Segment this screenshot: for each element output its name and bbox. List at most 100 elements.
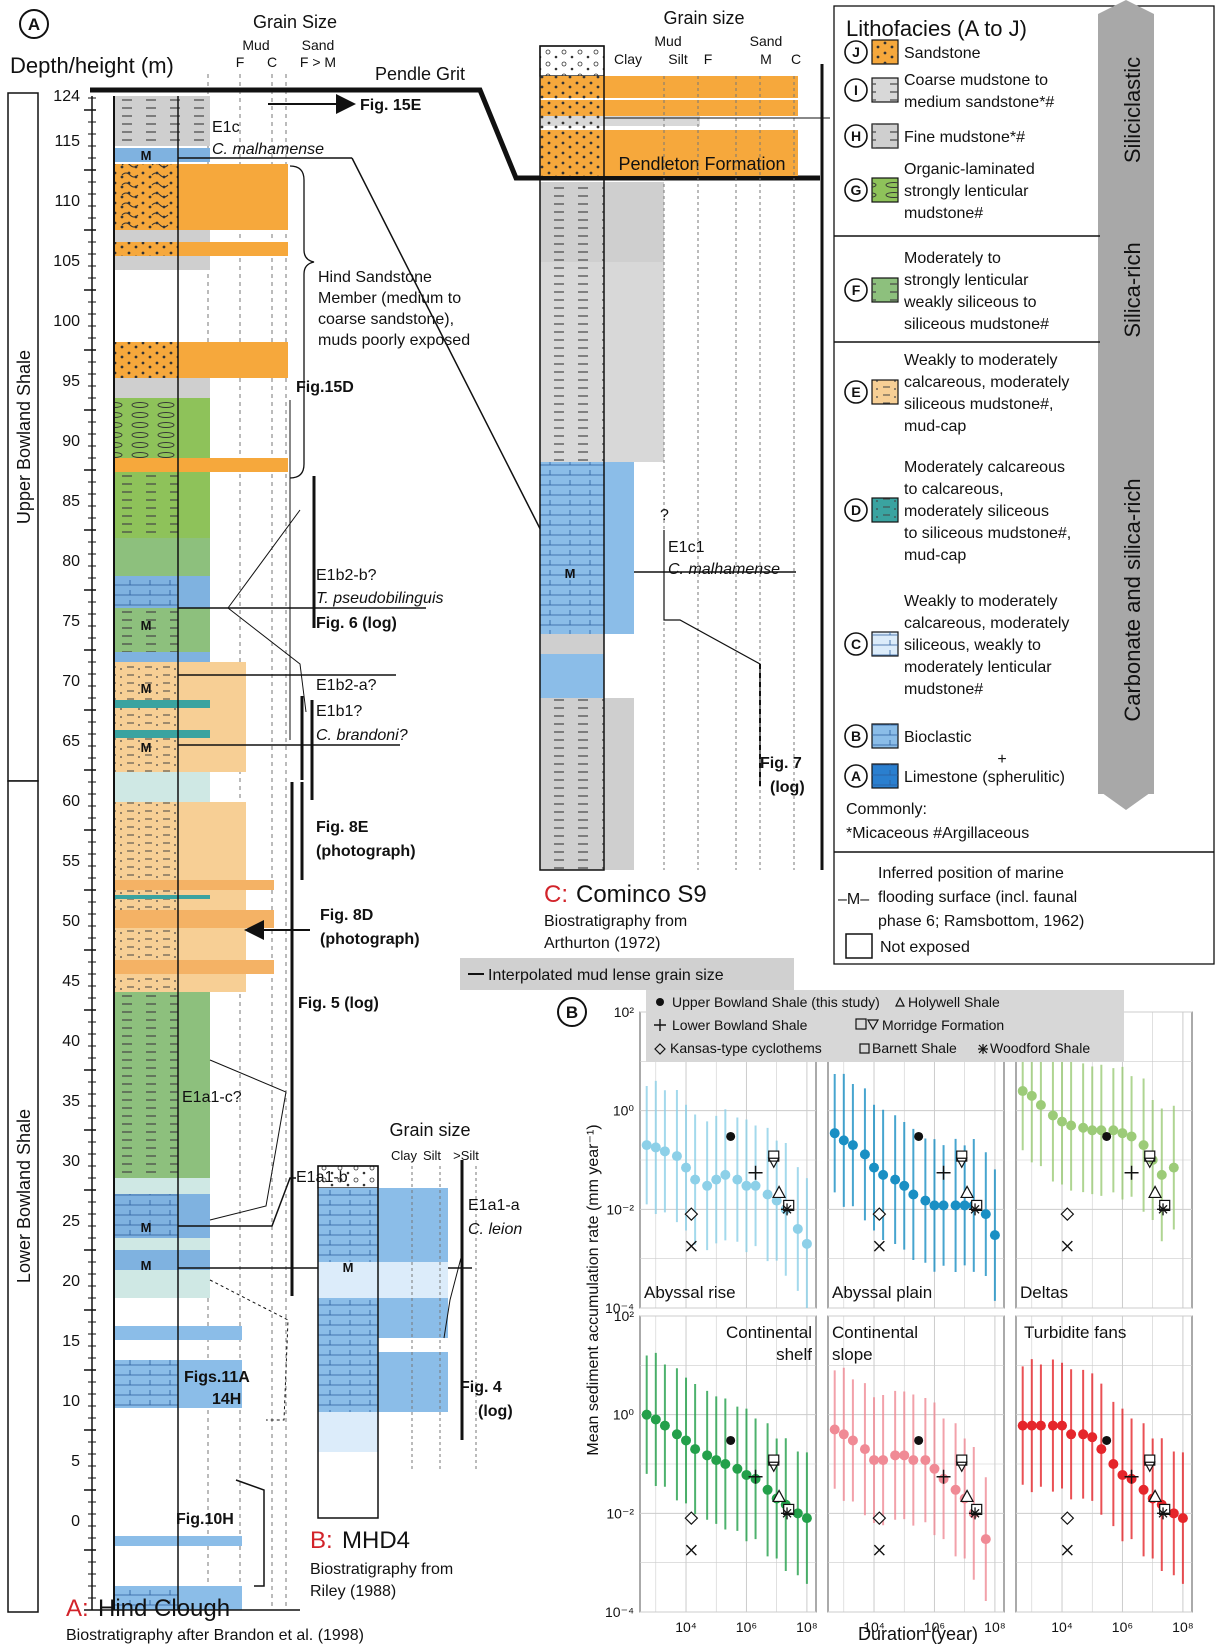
arrow-label-carbonate: Carbonate and silica-rich xyxy=(1120,478,1145,721)
depth-tick-20: 20 xyxy=(62,1273,80,1290)
data-point xyxy=(1057,1420,1068,1431)
t-pseudo-label: T. pseudobilinguis xyxy=(316,590,444,607)
legend-item-d-line-5: mud-cap xyxy=(904,547,966,564)
reference-point xyxy=(1061,1544,1073,1556)
legend-item-i-line-2: medium sandstone*# xyxy=(904,94,1054,111)
pendleton-formation-label: Pendleton Formation xyxy=(618,154,785,174)
data-point xyxy=(847,1140,858,1151)
upper-bowland-box xyxy=(7,92,39,782)
data-point xyxy=(890,1174,901,1185)
site-c-name: Cominco S9 xyxy=(576,881,707,908)
x-tick-label: 10⁸ xyxy=(984,1619,1006,1635)
site-a-biostrat: Biostratigraphy after Brandon et al. (19… xyxy=(66,1627,364,1644)
e1a1a-label: E1a1-a xyxy=(468,1197,520,1214)
legend-item-d-line-1: Moderately calcareous xyxy=(904,459,1065,476)
depth-tick-85: 85 xyxy=(62,493,80,510)
legend-letter-c: C xyxy=(851,636,861,652)
data-point xyxy=(792,1223,803,1234)
depth-tick-75: 75 xyxy=(62,613,80,630)
data-point xyxy=(869,1162,880,1173)
legend-letter-a: A xyxy=(851,768,861,784)
panel-b-weakly-calc xyxy=(318,1262,448,1298)
data-point xyxy=(1138,1140,1149,1151)
hind-sandstone-brace xyxy=(289,165,315,479)
reference-point xyxy=(872,1207,887,1221)
reference-point xyxy=(956,1454,968,1466)
panel-a: A Depth/height (m) Grain Size Mud Sand F… xyxy=(7,9,820,1644)
legend-letter-h: H xyxy=(851,128,861,144)
panel-name: Continental xyxy=(832,1323,918,1342)
legend-letter-circle-h xyxy=(844,124,868,148)
reference-point xyxy=(1148,1185,1163,1199)
legend-letter-j: J xyxy=(852,44,860,60)
reference-point xyxy=(1102,1435,1112,1445)
legend-barnett: Barnett Shale xyxy=(872,1040,957,1056)
fig8e-line-2: (photograph) xyxy=(316,843,416,860)
y-tick-label: 10² xyxy=(614,1308,635,1324)
data-point xyxy=(899,1180,910,1191)
panel-b-flood-m: M xyxy=(343,1260,354,1275)
panel-name: Turbidite fans xyxy=(1024,1323,1126,1342)
fig4-line-1: Fig. 4 xyxy=(460,1379,502,1396)
data-point xyxy=(838,1429,849,1440)
reference-point xyxy=(767,1157,780,1169)
interp-note-box xyxy=(460,958,794,990)
panel-b-grain-size-label: Grain size xyxy=(389,1120,470,1140)
panel-a-grain-sand: Sand xyxy=(302,37,335,53)
data-point xyxy=(1087,1432,1098,1443)
data-point xyxy=(908,1455,919,1466)
data-point xyxy=(671,1151,682,1162)
arrow-label-siliciclastic: Siliciclastic xyxy=(1120,57,1145,163)
depth-tick-90: 90 xyxy=(62,433,80,450)
legend-item-h-line-1: Fine mudstone*# xyxy=(904,129,1025,146)
c-brandoni-label: C. brandoni? xyxy=(316,727,408,744)
data-point xyxy=(1087,1125,1098,1136)
data-point xyxy=(908,1189,919,1200)
hind-sandstone-line-2: Member (medium to xyxy=(318,290,461,307)
panel-c-question: ? xyxy=(660,507,669,524)
depth-tick-40: 40 xyxy=(62,1033,80,1050)
reference-point xyxy=(969,1203,982,1216)
panel-c-grain-clay: Clay xyxy=(614,51,642,67)
depth-tick-70: 70 xyxy=(62,673,80,690)
legend-letter-circle-b xyxy=(844,724,868,748)
legend-item-e-line-1: Weakly to moderately xyxy=(904,352,1058,369)
data-point xyxy=(702,1180,713,1191)
e1b2b-label: E1b2-b? xyxy=(316,567,377,584)
data-point xyxy=(959,1200,970,1211)
data-point xyxy=(980,1209,991,1220)
lithofacies-legend: Lithofacies (A to J) Siliciclastic Silic… xyxy=(833,0,1215,965)
reference-point xyxy=(685,1544,697,1556)
reference-point xyxy=(781,1507,794,1520)
panel-c-grain-sand: Sand xyxy=(750,33,783,49)
data-point xyxy=(771,1195,782,1206)
reference-point xyxy=(969,1507,982,1520)
panel-a-letter: A xyxy=(28,15,40,34)
fig8d-line-1: Fig. 8D xyxy=(320,907,373,924)
panel-a-grain-mud: Mud xyxy=(242,37,269,53)
data-point xyxy=(1117,1128,1128,1139)
legend-letter-g: G xyxy=(851,182,862,198)
depth-tick-5: 5 xyxy=(71,1453,80,1470)
y-tick-label: 10⁰ xyxy=(613,1103,635,1119)
x-tick-label: 10⁶ xyxy=(1112,1619,1133,1635)
legend-plus: + xyxy=(997,751,1006,768)
hind-sandstone-line-4: muds poorly exposed xyxy=(318,332,470,349)
legend-item-e-line-2: calcareous, moderately xyxy=(904,374,1069,391)
legend-letter-circle-a xyxy=(844,764,868,788)
reference-point xyxy=(726,1131,736,1141)
data-point xyxy=(720,1459,731,1469)
panel-a-grain-c: C xyxy=(267,54,277,70)
reference-point xyxy=(768,1454,780,1466)
reference-point xyxy=(1060,1511,1075,1525)
data-point xyxy=(1078,1429,1089,1440)
y-tick-label: 10⁻⁴ xyxy=(605,1604,634,1620)
chart-b-xlabel: Duration (year) xyxy=(858,1624,978,1644)
legend-kansas: Kansas-type cyclothems xyxy=(670,1040,822,1056)
legend-letter-circle-e xyxy=(844,380,868,404)
data-point xyxy=(762,1189,773,1200)
panel-c-grain-f: F xyxy=(704,51,713,67)
legend-item-d-line-2: to calcareous, xyxy=(904,481,1004,498)
panel-a-letter-circle xyxy=(19,9,49,39)
